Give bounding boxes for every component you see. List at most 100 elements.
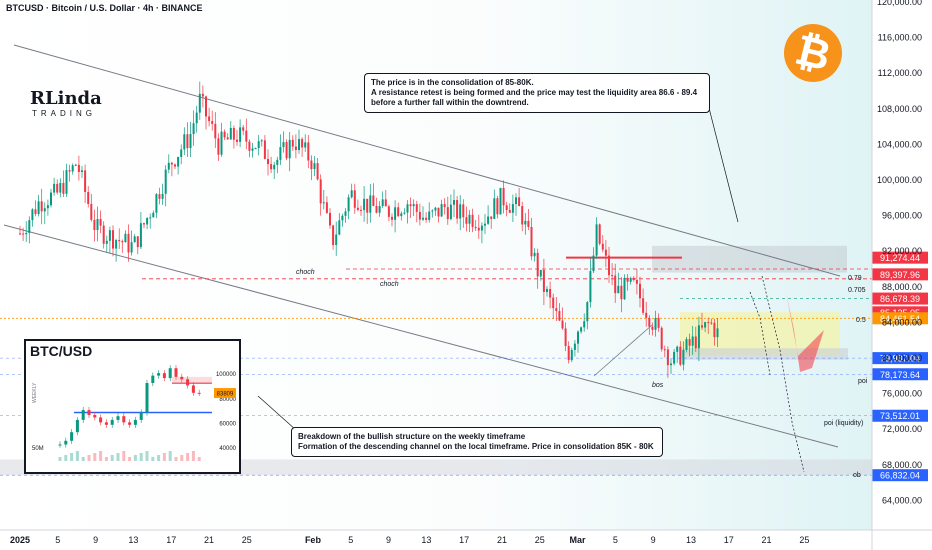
y-tick-0: 64,000.00 xyxy=(882,495,922,505)
candle-body xyxy=(304,142,307,148)
candle-body xyxy=(360,209,362,211)
y-tick-3: 76,000.00 xyxy=(882,389,922,399)
inset-volume-bar xyxy=(87,455,91,461)
candle-body xyxy=(682,349,685,365)
candle-body xyxy=(595,224,598,256)
inset-volume-bar xyxy=(151,457,155,461)
inset-volume-bar xyxy=(75,451,79,461)
candle-body xyxy=(459,204,462,219)
candle-body xyxy=(701,325,703,328)
candle-body xyxy=(322,202,325,204)
candle-body xyxy=(530,226,533,257)
candle-body xyxy=(34,209,37,214)
candle-body xyxy=(22,233,25,235)
candle-body xyxy=(267,158,269,165)
price-tag-6 xyxy=(872,368,928,381)
price-tag-8 xyxy=(872,469,928,482)
candle-body xyxy=(480,225,483,231)
candle-body xyxy=(397,207,400,217)
candle-body xyxy=(205,96,207,117)
annotation-3: 0.79 xyxy=(848,275,862,282)
candle-body xyxy=(65,170,68,194)
inset-tick-1: 80000 xyxy=(219,397,236,403)
candle-body xyxy=(245,130,248,142)
candle-body xyxy=(108,230,111,241)
inset-volume-bar xyxy=(64,455,68,461)
resistance-zone xyxy=(652,245,847,273)
inset-volume-bar xyxy=(145,451,149,461)
note-breakdown: Breakdown of the bullish structure on th… xyxy=(291,427,663,457)
price-tag-label-1: 89,397.96 xyxy=(880,270,920,280)
candle-body xyxy=(325,202,328,213)
candle-body xyxy=(152,212,155,218)
inset-volume-bar xyxy=(81,457,85,461)
price-tag-label-4: 84,461.54 xyxy=(880,314,920,324)
y-tick-1: 68,000.00 xyxy=(882,460,922,470)
candle-body xyxy=(384,199,387,207)
inset-candle-body xyxy=(64,440,68,445)
candle-body xyxy=(617,285,620,294)
x-tick-14: Mar xyxy=(570,535,587,545)
candle-body xyxy=(335,234,338,245)
candle-body xyxy=(291,139,294,147)
candle-body xyxy=(493,198,496,219)
candle-body xyxy=(102,225,105,244)
inset-candle-body xyxy=(197,392,201,394)
candle-body xyxy=(56,183,59,193)
candle-body xyxy=(347,197,350,212)
candle-body xyxy=(170,162,173,165)
candle-body xyxy=(189,134,192,149)
brand-name: RLinda xyxy=(30,88,102,109)
x-tick-6: 25 xyxy=(242,535,252,545)
candle-body xyxy=(496,198,499,215)
channel-lower-line xyxy=(3,224,839,448)
candle-body xyxy=(555,308,558,312)
candle-body xyxy=(232,127,235,140)
candle-body xyxy=(434,207,437,211)
candle-body xyxy=(694,336,697,349)
candle-body xyxy=(341,215,344,221)
candle-body xyxy=(319,179,322,204)
inset-volume-bar xyxy=(157,455,161,461)
inset-resistance-zone xyxy=(172,376,212,383)
candle-body xyxy=(670,363,672,366)
inset-candle-body xyxy=(81,410,85,420)
candle-body xyxy=(422,217,424,220)
note-pointer-bottom xyxy=(257,395,297,431)
candle-body xyxy=(533,252,536,257)
poi-zone xyxy=(680,348,848,360)
candle-body xyxy=(604,249,607,256)
projection-path-2 xyxy=(761,275,805,473)
candle-body xyxy=(344,211,347,216)
inset-volume-bar xyxy=(174,457,178,461)
candle-body xyxy=(201,93,204,97)
candle-body xyxy=(84,170,87,192)
candle-body xyxy=(158,194,161,199)
price-tag-1 xyxy=(872,268,928,281)
candle-body xyxy=(549,288,552,298)
candle-body xyxy=(198,93,201,113)
candle-body xyxy=(521,206,524,225)
price-tag-label-0: 91,274.44 xyxy=(880,253,920,263)
inset-volume-bar xyxy=(93,453,97,461)
inset-volume-bar xyxy=(186,453,190,461)
candle-body xyxy=(567,346,570,361)
price-tag-label-7: 73,512.01 xyxy=(880,411,920,421)
candle-body xyxy=(136,236,139,248)
candle-body xyxy=(570,349,573,361)
candle-body xyxy=(167,162,170,170)
candle-body xyxy=(490,216,493,219)
annotation-8: ob xyxy=(853,472,861,479)
inset-axis-label: WEEKLY xyxy=(32,382,38,403)
annotation-0: choch xyxy=(296,269,315,276)
x-tick-1: 5 xyxy=(55,535,60,545)
candle-body xyxy=(583,321,586,328)
y-tick-7: 92,000.00 xyxy=(882,246,922,256)
inset-tick-2: 60000 xyxy=(219,421,236,427)
candle-body xyxy=(254,148,257,150)
candle-body xyxy=(353,190,356,208)
candle-body xyxy=(511,204,514,213)
candle-body xyxy=(418,211,421,220)
x-tick-11: 17 xyxy=(459,535,469,545)
candle-body xyxy=(546,288,548,292)
